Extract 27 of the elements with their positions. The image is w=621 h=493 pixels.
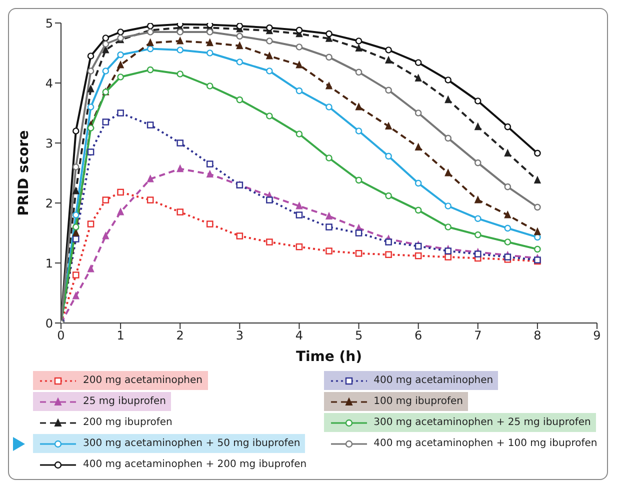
y-tick-label: 2	[45, 196, 53, 210]
legend-label: 200 mg acetaminophen	[83, 375, 203, 386]
legend-label: 200 mg ibuprofen	[83, 417, 172, 428]
legend-label: 25 mg ibuprofen	[83, 396, 166, 407]
x-tick-label: 0	[57, 328, 65, 343]
y-tick-label: 4	[45, 76, 53, 90]
x-tick-label: 2	[176, 328, 184, 343]
legend-label: 100 mg ibuprofen	[374, 396, 463, 407]
x-tick-label: 7	[474, 328, 482, 343]
legend-label: 400 mg acetaminophen + 100 mg ibuprofen	[374, 438, 598, 449]
legend-label: 400 mg acetaminophen	[374, 375, 494, 386]
y-tick-label: 3	[45, 136, 53, 150]
y-tick-label: 5	[45, 16, 53, 30]
y-tick-label: 1	[45, 256, 53, 270]
y-tick-label: 0	[45, 316, 53, 330]
x-tick-label: 6	[414, 328, 422, 343]
x-tick-label: 1	[116, 328, 124, 343]
x-tick-label: 8	[534, 328, 542, 343]
legend-label: 300 mg acetaminophen + 50 mg ibuprofen	[83, 438, 300, 449]
x-tick-label: 4	[295, 328, 304, 343]
y-axis-title: PRID score	[16, 130, 32, 216]
x-tick-label: 5	[354, 328, 363, 343]
legend-label: 400 mg acetaminophen + 200 mg ibuprofen	[83, 459, 307, 470]
x-tick-label: 9	[593, 328, 601, 343]
x-axis-title: Time (h)	[296, 349, 362, 365]
legend-label: 300 mg acetaminophen + 25 mg ibuprofen	[374, 417, 591, 428]
x-tick-label: 3	[236, 328, 244, 343]
